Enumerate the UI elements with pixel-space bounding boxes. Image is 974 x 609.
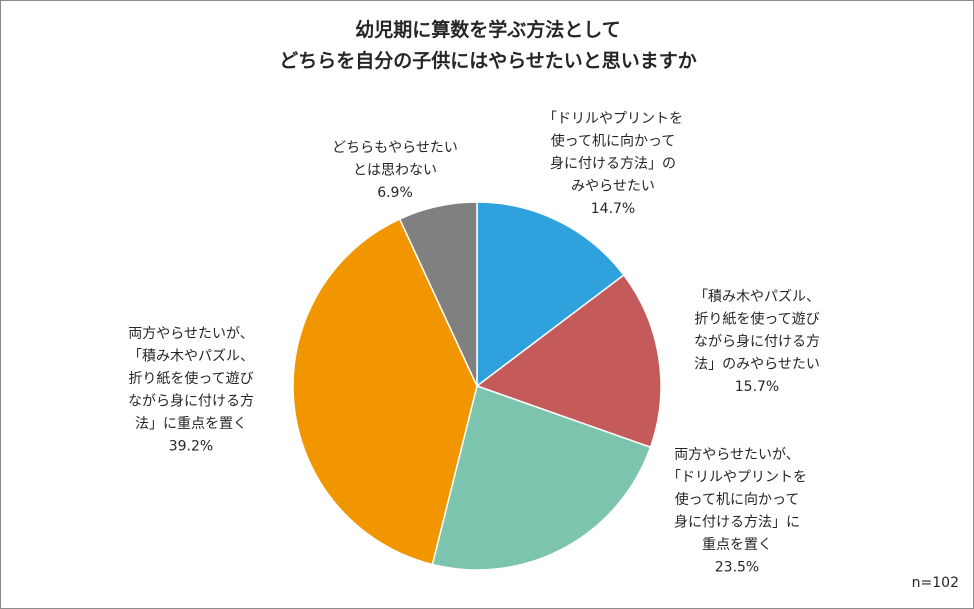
pie-slice-3	[431, 385, 652, 571]
slice-category-label-4: 「積み木やパズル、	[128, 349, 254, 365]
slice-value-label-1: 14.7%	[591, 201, 635, 217]
slice-category-label-1: 「ドリルやプリントを	[543, 111, 683, 127]
pie-slice-2	[475, 274, 662, 449]
slice-category-label-3: 両方やらせたいが、	[674, 447, 799, 463]
slice-category-label-4: 折り紙を使って遊び	[128, 370, 253, 387]
slice-value-label-5: 6.9%	[377, 185, 413, 201]
slice-category-label-3: 「ドリルやプリントを	[667, 470, 807, 486]
slice-category-label-3: 身に付ける方法」に	[674, 515, 800, 531]
slice-category-label-5: とは思わない	[353, 163, 437, 179]
slice-category-label-2: 「積み木やパズル、	[694, 289, 820, 305]
slice-value-label-2: 15.7%	[735, 379, 779, 395]
slice-value-label-3: 23.5%	[715, 560, 759, 576]
sample-size-note: n=102	[911, 575, 959, 591]
slice-category-label-1: 使って机に向かって	[551, 133, 676, 150]
pie-slice-5	[398, 201, 478, 387]
pie-slice-4	[292, 218, 478, 566]
slice-category-label-1: 身に付ける方法」の	[550, 156, 676, 172]
chart-title-line-2: どちらを自分の子供にはやらせたいと思いますか	[279, 50, 697, 72]
chart-title: 幼児期に算数を学ぶ方法として どちらを自分の子供にはやらせたいと思いますか	[1, 15, 973, 77]
slice-category-label-2: ながら身に付ける方	[694, 334, 820, 350]
slice-category-label-3: 重点を置く	[702, 537, 772, 553]
slice-value-label-4: 39.2%	[169, 439, 213, 455]
pie-slice-1	[476, 201, 625, 388]
slice-category-label-1: みやらせたい	[571, 179, 655, 195]
slice-category-label-5: どちらもやらせたい	[332, 140, 458, 156]
slice-category-label-4: 両方やらせたいが、	[128, 326, 253, 342]
chart-title-line-1: 幼児期に算数を学ぶ方法として	[355, 19, 621, 41]
slice-category-label-3: 使って机に向かって	[675, 491, 800, 508]
slice-category-label-4: 法」に重点を置く	[135, 416, 247, 432]
slice-category-label-2: 法」のみやらせたい	[694, 357, 820, 373]
slice-category-label-4: ながら身に付ける方	[128, 394, 254, 410]
slice-category-label-2: 折り紙を使って遊び	[694, 311, 819, 328]
